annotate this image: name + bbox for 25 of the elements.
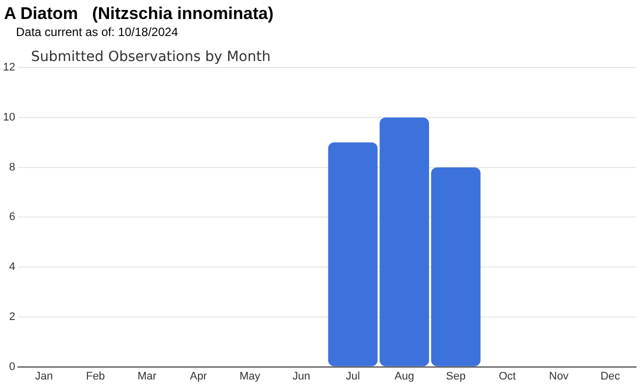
y-tick-label: 4 [9,261,16,274]
x-tick-label: Apr [190,370,208,382]
x-tick-label: Nov [549,370,570,382]
text: Submitted Observations by Month [31,49,271,65]
x-tick-label: Oct [498,370,516,382]
y-tick-label: 10 [2,112,16,124]
y-tick-label: 0 [9,360,16,373]
x-tick-label: Feb [86,370,105,382]
x-tick-label: Dec [600,370,621,382]
bar [380,117,430,366]
bar [328,142,378,366]
x-tick-label: Mar [137,370,157,382]
x-tick-label: May [240,370,261,382]
x-tick-label: Jul [346,370,360,382]
chart-title: A Diatom (Nitzschia innominata) [4,4,274,24]
y-tick-label: 8 [9,161,16,174]
y-tick-label: 12 [2,62,16,74]
x-tick-label: Aug [394,370,414,382]
x-tick-label: Sep [446,370,466,382]
x-tick-label: Jun [292,370,310,382]
y-tick-label: 6 [9,211,16,224]
bar [431,167,481,366]
chart-subtitle: Data current as of: 10/18/2024 [16,25,178,39]
x-tick-label: Jan [35,370,53,382]
y-tick-label: 2 [9,310,16,323]
